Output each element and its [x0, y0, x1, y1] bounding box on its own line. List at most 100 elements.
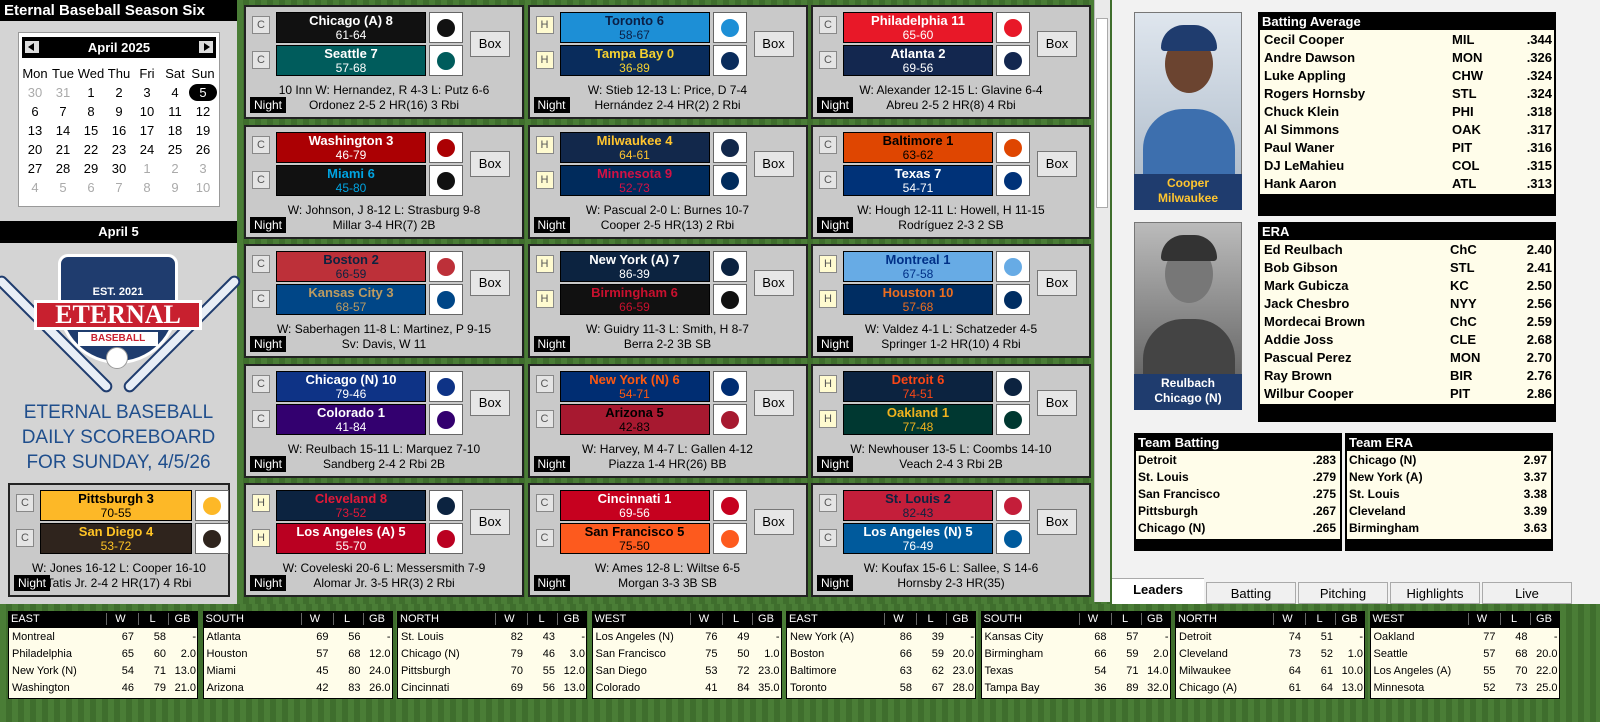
game-button[interactable]: H	[252, 529, 270, 547]
box-score-button[interactable]: Box	[753, 270, 794, 296]
box-score-button[interactable]: Box	[470, 270, 510, 296]
game-button[interactable]: C	[252, 135, 270, 154]
calendar-day[interactable]: 27	[27, 161, 43, 176]
game-button[interactable]: H	[819, 255, 837, 273]
game-button[interactable]: C	[252, 170, 270, 189]
game-button[interactable]: H	[535, 51, 554, 69]
calendar-day[interactable]: 4	[31, 180, 39, 195]
game-button[interactable]: C	[252, 51, 270, 69]
box-score-button[interactable]: Box	[1037, 389, 1077, 416]
game-button[interactable]: H	[535, 290, 554, 308]
box-score-button[interactable]: Box	[1037, 270, 1077, 296]
calendar-day[interactable]: 20	[27, 142, 43, 157]
game-button[interactable]: H	[819, 290, 837, 308]
game-button[interactable]: C	[819, 170, 837, 189]
game-button[interactable]: H	[535, 16, 554, 34]
calendar-day[interactable]: 10	[195, 180, 211, 195]
calendar-day[interactable]: 29	[83, 161, 99, 176]
calendar-day[interactable]: 6	[31, 104, 39, 119]
calendar-day[interactable]: 21	[55, 142, 71, 157]
team-record: 52-73	[619, 180, 650, 195]
box-score-button[interactable]: Box	[753, 389, 794, 416]
tab[interactable]: Batting	[1206, 582, 1296, 604]
game-button[interactable]: H	[252, 494, 270, 512]
calendar-day[interactable]: 2	[115, 85, 123, 100]
game-button[interactable]: H	[535, 255, 554, 273]
box-score-button[interactable]: Box	[1037, 31, 1077, 57]
calendar-day[interactable]: 24	[139, 142, 155, 157]
game-button[interactable]: C	[535, 529, 554, 547]
calendar-day[interactable]: 31	[55, 85, 71, 100]
tab[interactable]: Live	[1482, 582, 1572, 604]
game-button[interactable]: C	[535, 374, 554, 393]
game-button[interactable]: C	[252, 255, 270, 273]
calendar-day[interactable]: 7	[59, 104, 67, 119]
game-button[interactable]: C	[819, 529, 837, 547]
calendar-day[interactable]: 11	[168, 104, 182, 119]
calendar-day[interactable]: 30	[27, 85, 43, 100]
calendar-day[interactable]: 7	[115, 180, 123, 195]
calendar-day[interactable]: 9	[171, 180, 179, 195]
calendar-day[interactable]: 16	[111, 123, 127, 138]
game-button[interactable]: C	[16, 529, 34, 547]
calendar-day[interactable]: 5	[189, 84, 217, 101]
box-score-button[interactable]: Box	[1037, 509, 1077, 535]
calendar-day[interactable]: 8	[87, 104, 95, 119]
calendar-day[interactable]: 1	[143, 161, 151, 176]
tab[interactable]: Highlights	[1390, 582, 1480, 604]
team-logo-mark	[720, 291, 739, 309]
game-button[interactable]: C	[819, 51, 837, 69]
box-score-button[interactable]: Box	[753, 150, 794, 177]
calendar-day[interactable]: 13	[27, 123, 43, 138]
calendar-day[interactable]: 23	[111, 142, 127, 157]
game-button[interactable]: C	[819, 16, 837, 34]
game-button[interactable]: C	[16, 494, 34, 512]
box-score-button[interactable]: Box	[470, 31, 510, 57]
calendar-day[interactable]: 14	[55, 123, 71, 138]
calendar-day[interactable]: 1	[87, 85, 95, 100]
game-button[interactable]: H	[535, 135, 554, 154]
box-score-button[interactable]: Box	[753, 31, 794, 57]
calendar-day[interactable]: 19	[195, 123, 211, 138]
calendar-day[interactable]: 30	[111, 161, 127, 176]
tab[interactable]: Leaders	[1112, 578, 1204, 604]
calendar-day[interactable]: 9	[115, 104, 123, 119]
calendar-day[interactable]: 8	[143, 180, 151, 195]
game-button[interactable]: C	[252, 16, 270, 34]
calendar-day[interactable]: 18	[167, 123, 183, 138]
calendar-day[interactable]: 25	[167, 142, 183, 157]
calendar-day[interactable]: 22	[83, 142, 99, 157]
calendar-day[interactable]: 5	[59, 180, 67, 195]
game-button[interactable]: C	[252, 374, 270, 393]
calendar-day[interactable]: 10	[139, 104, 155, 119]
calendar-day[interactable]: 12	[195, 104, 211, 119]
team-stat: .265	[1312, 521, 1336, 535]
box-score-button[interactable]: Box	[470, 389, 510, 416]
box-score-button[interactable]: Box	[753, 509, 794, 535]
calendar-day[interactable]: 15	[83, 123, 99, 138]
tab[interactable]: Pitching	[1298, 582, 1388, 604]
calendar-day[interactable]: 3	[143, 85, 151, 100]
calendar-day[interactable]: 4	[171, 85, 179, 100]
game-button[interactable]: H	[819, 374, 837, 393]
game-button[interactable]: H	[535, 170, 554, 189]
game-button[interactable]: C	[252, 290, 270, 308]
box-score-button[interactable]: Box	[470, 150, 510, 177]
game-button[interactable]: C	[252, 409, 270, 428]
calendar-day[interactable]: 17	[139, 123, 155, 138]
game-button[interactable]: H	[819, 409, 837, 428]
calendar-day[interactable]: 28	[55, 161, 71, 176]
box-score-button[interactable]: Box	[470, 509, 510, 535]
game-button[interactable]: C	[535, 494, 554, 512]
game-button[interactable]: C	[819, 494, 837, 512]
team-score: Cleveland 8	[314, 491, 388, 506]
standings-cell: 69	[510, 682, 523, 694]
game-button[interactable]: C	[819, 135, 837, 154]
game-button[interactable]: C	[535, 409, 554, 428]
scrollbar-thumb[interactable]	[1096, 18, 1108, 208]
calendar-day[interactable]: 2	[171, 161, 179, 176]
calendar-day[interactable]: 3	[199, 161, 207, 176]
box-score-button[interactable]: Box	[1037, 150, 1077, 177]
calendar-day[interactable]: 6	[87, 180, 95, 195]
calendar-day[interactable]: 26	[195, 142, 211, 157]
